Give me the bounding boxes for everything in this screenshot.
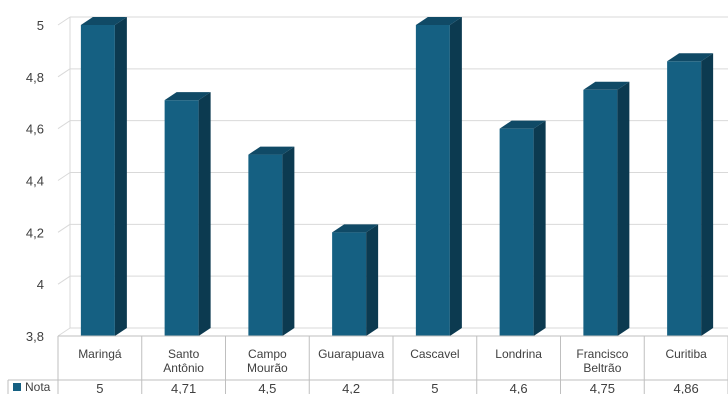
bar-front — [415, 25, 450, 336]
bar-side — [617, 81, 630, 337]
bar-side — [114, 17, 127, 336]
bar — [332, 224, 379, 336]
legend-key — [13, 383, 21, 391]
category-label: Campo Mourão — [247, 347, 288, 375]
data-label: 5 — [96, 381, 103, 394]
bar-top — [248, 146, 295, 155]
bar-front — [80, 25, 115, 336]
gridline-side — [57, 68, 71, 78]
legend-label: Nota — [25, 380, 51, 394]
y-tick-label: 4,2 — [26, 225, 44, 240]
bar — [583, 81, 630, 337]
category-label: Francisco Beltrão — [576, 347, 628, 375]
bar-side — [701, 53, 714, 337]
bar-front — [248, 154, 283, 336]
bar-top — [667, 53, 714, 62]
bar-side — [449, 17, 462, 336]
data-label: 4,6 — [510, 381, 528, 394]
bar-front — [667, 61, 702, 337]
bar-top — [332, 224, 379, 233]
y-tick-label: 4,6 — [26, 122, 44, 137]
bars — [80, 17, 714, 337]
bar — [80, 17, 127, 336]
gridline-side — [57, 16, 71, 26]
category-label: Curitiba — [665, 347, 707, 361]
bar-top — [583, 81, 630, 90]
category-label: Santo Antônio — [163, 347, 204, 375]
category-label: Londrina — [495, 347, 542, 361]
bar-front — [164, 100, 199, 337]
data-label: 4,75 — [590, 381, 615, 394]
bar — [499, 120, 546, 337]
y-tick-label: 3,8 — [26, 329, 44, 344]
bar — [667, 53, 714, 337]
bar-front — [332, 232, 367, 336]
data-label: 4,5 — [258, 381, 276, 394]
bar-top — [415, 17, 462, 25]
bar-top — [80, 17, 127, 25]
gridline-side — [57, 327, 71, 337]
bar-front — [583, 89, 618, 337]
gridline-side — [57, 223, 71, 233]
gridline-side — [57, 120, 71, 130]
bar-top — [164, 92, 211, 101]
bar-side — [198, 92, 211, 337]
data-label: 4,71 — [171, 381, 196, 394]
data-table: Maringá Santo Antônio Campo Mourão Guarapuava… — [7, 335, 728, 394]
y-tick-label: 4,4 — [26, 174, 44, 189]
bar — [415, 17, 462, 336]
y-axis: 3,8 4 4,2 4,4 4,6 4,8 5 — [26, 18, 44, 344]
category-label: Cascavel — [410, 347, 459, 361]
bar-top — [499, 120, 546, 129]
bar — [248, 146, 295, 336]
category-label: Maringá — [78, 347, 122, 361]
gridline-side — [57, 172, 71, 181]
data-label: 4,2 — [342, 381, 360, 394]
data-label: 5 — [431, 381, 438, 394]
bar-front — [499, 128, 534, 336]
y-tick-label: 4 — [37, 277, 44, 292]
bar — [164, 92, 211, 337]
y-tick-label: 4,8 — [26, 70, 44, 85]
data-label: 4,86 — [673, 381, 698, 394]
category-label: Guarapuava — [318, 347, 384, 361]
gridline-side — [57, 275, 71, 285]
bar-side — [366, 224, 379, 336]
bar-side — [282, 146, 295, 336]
bar-side — [533, 120, 546, 337]
y-tick-label: 5 — [37, 18, 44, 33]
